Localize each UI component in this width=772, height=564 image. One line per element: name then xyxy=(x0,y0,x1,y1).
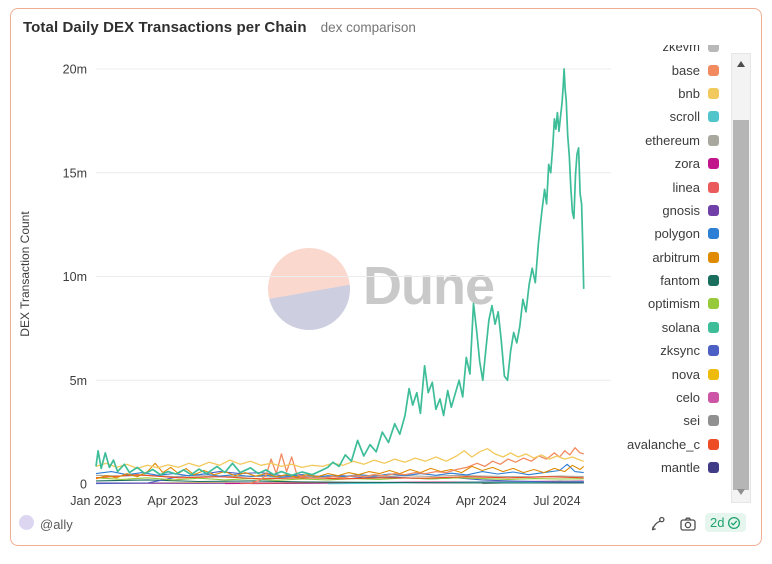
legend-label-sei: sei xyxy=(683,413,700,429)
chart-title: Total Daily DEX Transactions per Chain xyxy=(23,19,307,36)
legend-item-zkevm[interactable]: zkevm xyxy=(549,45,719,58)
legend-item-ethereum[interactable]: ethereum xyxy=(549,129,719,152)
legend-item-nova[interactable]: nova xyxy=(549,362,719,385)
legend-item-optimism[interactable]: optimism xyxy=(549,292,719,315)
legend-label-celo: celo xyxy=(676,390,700,406)
dex-transactions-line-chart[interactable]: 20m 15m 10m 5m 0 Jan 2023 Apr 2023 Jul 2023 Oct … xyxy=(11,9,763,547)
legend-item-linea[interactable]: linea xyxy=(549,175,719,198)
avatar xyxy=(19,515,34,530)
legend-swatch-mantle xyxy=(708,462,719,474)
legend-label-bnb: bnb xyxy=(678,85,700,101)
legend-item-solana[interactable]: solana xyxy=(549,316,719,339)
legend-swatch-zora xyxy=(708,158,719,170)
legend-item-arbitrum[interactable]: arbitrum xyxy=(549,246,719,269)
legend-swatch-arbitrum xyxy=(708,251,719,263)
legend-label-solana: solana xyxy=(661,319,700,335)
y-tick-20m: 20m xyxy=(63,63,87,77)
legend-swatch-solana xyxy=(708,321,719,333)
legend-item-bnb[interactable]: bnb xyxy=(549,82,719,105)
legend-label-nova: nova xyxy=(671,366,700,382)
chain-legend: zkevm base bnb scroll ethereum zora linea gnosi… xyxy=(549,45,719,497)
legend-swatch-zkevm xyxy=(708,45,719,53)
series-line-arbitrum xyxy=(95,462,585,480)
chart-subtitle: dex comparison xyxy=(320,20,416,35)
data-age: 2d xyxy=(710,515,725,530)
legend-item-polygon[interactable]: polygon xyxy=(549,222,719,245)
legend-swatch-celo xyxy=(708,392,719,404)
legend-label-mantle: mantle xyxy=(660,460,700,476)
x-tick-Jul-2023: Jul 2023 xyxy=(224,494,271,508)
legend-swatch-avalanche_c xyxy=(708,438,719,450)
series-line-solana xyxy=(95,68,585,477)
y-tick-15m: 15m xyxy=(63,166,87,180)
x-tick-Jan-2024: Jan 2024 xyxy=(379,494,430,508)
x-tick-Jan-2023: Jan 2023 xyxy=(70,494,121,508)
legend-label-zkevm: zkevm xyxy=(662,45,700,55)
series-line-bnb xyxy=(95,448,584,470)
series-line-base xyxy=(250,447,584,484)
x-tick-Apr-2023: Apr 2023 xyxy=(147,494,198,508)
legend-swatch-polygon xyxy=(708,228,719,240)
author-link[interactable]: @ally xyxy=(40,517,73,532)
legend-item-avalanche_c[interactable]: avalanche_c xyxy=(549,433,719,456)
legend-item-scroll[interactable]: scroll xyxy=(549,105,719,128)
legend-label-arbitrum: arbitrum xyxy=(652,249,700,265)
legend-item-zksync[interactable]: zksync xyxy=(549,339,719,362)
legend-item-sei[interactable]: sei xyxy=(549,409,719,432)
legend-swatch-ethereum xyxy=(708,134,719,146)
legend-label-scroll: scroll xyxy=(669,109,700,125)
y-tick-0: 0 xyxy=(80,478,87,492)
legend-swatch-scroll xyxy=(708,111,719,123)
fork-query-button[interactable] xyxy=(649,515,667,533)
legend-label-zksync: zksync xyxy=(660,343,700,359)
legend-swatch-optimism xyxy=(708,298,719,310)
camera-icon xyxy=(680,517,696,531)
legend-swatch-base xyxy=(708,64,719,76)
legend-scrollbar[interactable] xyxy=(731,53,751,503)
legend-item-zora[interactable]: zora xyxy=(549,152,719,175)
x-tick-Apr-2024: Apr 2024 xyxy=(456,494,507,508)
verified-check-icon xyxy=(728,516,741,529)
series-line-fantom xyxy=(95,479,584,484)
legend-swatch-bnb xyxy=(708,87,719,99)
legend-label-polygon: polygon xyxy=(654,226,700,242)
legend-swatch-gnosis xyxy=(708,204,719,216)
legend-swatch-fantom xyxy=(708,275,719,287)
legend-label-optimism: optimism xyxy=(647,296,700,312)
data-freshness-badge[interactable]: 2d xyxy=(705,513,747,532)
legend-label-avalanche_c: avalanche_c xyxy=(627,436,700,452)
y-tick-10m: 10m xyxy=(63,270,87,284)
legend-label-base: base xyxy=(671,62,700,78)
screenshot-button[interactable] xyxy=(679,515,697,533)
legend-item-mantle[interactable]: mantle xyxy=(549,456,719,479)
legend-swatch-sei xyxy=(708,415,719,427)
legend-item-base[interactable]: base xyxy=(549,58,719,81)
legend-label-linea: linea xyxy=(672,179,700,195)
legend-label-zora: zora xyxy=(674,156,700,172)
chart-header: Total Daily DEX Transactions per Chain d… xyxy=(23,19,416,36)
legend-item-gnosis[interactable]: gnosis xyxy=(549,199,719,222)
x-tick-Oct-2023: Oct 2023 xyxy=(301,494,352,508)
scroll-up-icon xyxy=(737,61,745,67)
scroll-down-button[interactable] xyxy=(732,484,750,500)
legend-swatch-linea xyxy=(708,181,719,193)
dune-logo-watermark xyxy=(268,248,350,330)
scroll-up-button[interactable] xyxy=(732,56,750,72)
series-line-avalanche_c xyxy=(95,474,584,480)
legend-label-gnosis: gnosis xyxy=(662,202,700,218)
scroll-down-icon xyxy=(737,489,745,495)
legend-item-fantom[interactable]: fantom xyxy=(549,269,719,292)
legend-label-fantom: fantom xyxy=(660,273,700,289)
fork-icon xyxy=(651,516,665,531)
chart-card: Total Daily DEX Transactions per Chain d… xyxy=(10,8,762,546)
legend-swatch-zksync xyxy=(708,345,719,357)
legend-item-celo[interactable]: celo xyxy=(549,386,719,409)
legend-swatch-nova xyxy=(708,368,719,380)
y-tick-5m: 5m xyxy=(70,374,87,388)
x-tick-Jul-2024: Jul 2024 xyxy=(533,494,580,508)
legend-label-ethereum: ethereum xyxy=(645,132,700,148)
scrollbar-thumb[interactable] xyxy=(733,120,749,490)
